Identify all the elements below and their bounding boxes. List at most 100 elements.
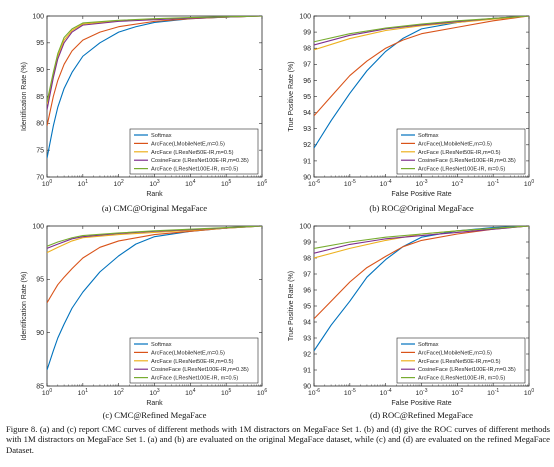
y-tick-label: 92	[303, 142, 311, 149]
y-tick-label: 100	[299, 13, 311, 20]
y-tick-label: 85	[36, 94, 44, 101]
y-tick-label: 98	[303, 255, 311, 262]
x-tick-label: 102	[113, 179, 124, 188]
series-line-2	[314, 16, 529, 51]
legend-entry: ArcFace(LMobileNetE,m=0.5)	[151, 350, 225, 356]
y-tick-label: 90	[36, 67, 44, 74]
legend-entry: ArcFace (LResNet100E-IR, m=0.5)	[418, 376, 505, 382]
x-tick-label: 10-4	[380, 388, 392, 397]
legend-entry: Softmax	[418, 342, 439, 348]
series-line-3	[314, 226, 529, 254]
legend-entry: Softmax	[418, 133, 439, 139]
legend-box	[396, 337, 526, 384]
x-tick-label: 105	[221, 179, 232, 188]
x-tick-label: 10-5	[344, 179, 356, 188]
legend-entry: CosineFace (LResNet100E-IR,m=0.35)	[151, 367, 249, 373]
x-tick-label: 100	[42, 388, 53, 397]
y-axis-label: Identification Rate (%)	[21, 272, 28, 341]
y-tick-label: 91	[303, 158, 311, 165]
series-group	[47, 16, 262, 159]
x-tick-label: 10-5	[344, 388, 356, 397]
legend-entry: ArcFace (LResNet100E-IR, m=0.5)	[151, 167, 238, 173]
legend-box	[129, 337, 259, 384]
x-tick-label: 102	[113, 388, 124, 397]
chart-panel-0: 100 101 102 103 104 105 106 70 75 80 85 90 95 100 Rank…	[21, 13, 267, 213]
y-tick-label: 95	[36, 40, 44, 47]
y-tick-label: 80	[36, 121, 44, 128]
y-tick-label: 85	[36, 383, 44, 390]
series-line-4	[314, 16, 529, 43]
y-tick-label: 90	[303, 174, 311, 181]
legend-entry: ArcFace (LResNet50E-IR,m=0.5)	[418, 150, 501, 156]
x-tick-label: 10-6	[308, 179, 320, 188]
y-axis-label: True Positive Rate (%)	[288, 271, 295, 341]
y-tick-label: 93	[303, 335, 311, 342]
legend-entry: CosineFace (LResNet100E-IR,m=0.35)	[151, 158, 249, 164]
y-axis-label: Identification Rate (%)	[21, 62, 28, 131]
y-tick-label: 91	[303, 367, 311, 374]
legend-box	[129, 128, 259, 175]
series-line-1	[314, 226, 529, 320]
x-tick-label: 104	[185, 388, 196, 397]
y-tick-label: 70	[36, 174, 44, 181]
x-tick-label: 103	[149, 179, 160, 188]
chart-panel-2: 100 101 102 103 104 105 106 85 90 95 100 Rank Identi…	[21, 223, 267, 420]
y-tick-label: 90	[36, 330, 44, 337]
y-tick-label: 92	[303, 351, 311, 358]
x-tick-label: 100	[524, 388, 535, 397]
legend-entry: Softmax	[151, 342, 172, 348]
x-tick-label: 101	[78, 388, 89, 397]
y-tick-label: 100	[299, 223, 311, 230]
chart-panel-3: 10-6 10-5 10-4 10-3 10-2 10-1 100 90 91 92 93 94 95 9…	[288, 223, 534, 420]
legend-box	[396, 128, 526, 175]
y-tick-label: 96	[303, 287, 311, 294]
x-tick-label: 10-1	[487, 179, 499, 188]
legend-entry: ArcFace (LResNet100E-IR, m=0.5)	[418, 167, 505, 173]
x-tick-label: 106	[257, 388, 268, 397]
legend-entry: ArcFace (LResNet50E-IR,m=0.5)	[418, 359, 501, 365]
y-tick-label: 94	[303, 319, 311, 326]
y-tick-label: 100	[32, 223, 44, 230]
legend-entry: ArcFace (LResNet50E-IR,m=0.5)	[151, 150, 234, 156]
x-tick-label: 104	[185, 179, 196, 188]
x-axis-label: False Positive Rate	[391, 400, 451, 407]
series-group	[314, 16, 529, 149]
series-line-1	[314, 16, 529, 117]
y-tick-label: 97	[303, 271, 311, 278]
panel-title: (c) CMC@Refined MegaFace	[103, 410, 207, 420]
series-line-4	[314, 226, 529, 249]
legend-entry: ArcFace(LMobileNetE,m=0.5)	[418, 141, 492, 147]
y-tick-label: 94	[303, 110, 311, 117]
series-line-3	[47, 16, 262, 111]
y-axis-label: True Positive Rate (%)	[288, 61, 295, 131]
legend-entry: ArcFace (LResNet50E-IR,m=0.5)	[151, 359, 234, 365]
x-tick-label: 10-4	[380, 179, 392, 188]
legend-entry: ArcFace(LMobileNetE,m=0.5)	[418, 350, 492, 356]
legend-entry: CosineFace (LResNet100E-IR,m=0.35)	[418, 158, 516, 164]
panel-title: (d) ROC@Refined MegaFace	[370, 410, 473, 420]
y-tick-label: 95	[303, 94, 311, 101]
x-tick-label: 106	[257, 179, 268, 188]
x-tick-label: 10-1	[487, 388, 499, 397]
y-tick-label: 100	[32, 13, 44, 20]
y-tick-label: 93	[303, 126, 311, 133]
series-group	[314, 226, 529, 352]
x-tick-label: 10-2	[451, 179, 463, 188]
y-tick-label: 99	[303, 30, 311, 37]
x-tick-label: 100	[42, 179, 53, 188]
x-axis-label: False Positive Rate	[391, 191, 451, 198]
series-line-4	[47, 16, 262, 102]
y-tick-label: 95	[303, 303, 311, 310]
chart-panel-1: 10-6 10-5 10-4 10-3 10-2 10-1 100 90 91 92 93 94 95 9…	[288, 13, 534, 213]
y-tick-label: 95	[36, 277, 44, 284]
x-axis-label: Rank	[146, 191, 163, 198]
legend: Softmax ArcFace(LMobileNetE,m=0.5) ArcFace…	[129, 128, 259, 175]
y-tick-label: 90	[303, 383, 311, 390]
legend-entry: CosineFace (LResNet100E-IR,m=0.35)	[418, 367, 516, 373]
figure-caption: Figure 8. (a) and (c) report CMC curves …	[6, 424, 550, 455]
x-tick-label: 101	[78, 179, 89, 188]
x-tick-label: 105	[221, 388, 232, 397]
y-tick-label: 97	[303, 62, 311, 69]
legend-entry: Softmax	[151, 133, 172, 139]
